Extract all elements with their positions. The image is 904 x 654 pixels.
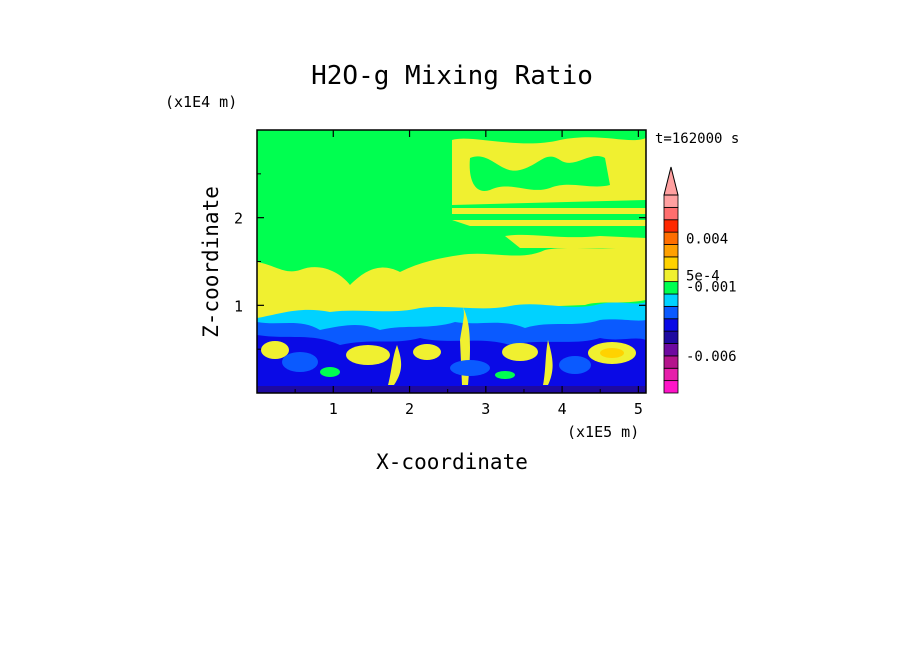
colorbar-swatch: [663, 380, 679, 394]
y-tick-label: 2: [234, 210, 243, 228]
colorbar-label: 0.004: [686, 231, 728, 247]
y-unit-label: (x1E4 m): [165, 93, 237, 111]
y-tick-label: 1: [234, 297, 243, 315]
colorbar-swatch: [663, 318, 679, 332]
x-tick-label: 1: [329, 400, 338, 418]
yellow-band: [257, 245, 646, 318]
colorbar-swatch: [663, 330, 679, 344]
x-tick-label: 5: [634, 400, 643, 418]
colorbar-swatch: [663, 293, 679, 307]
colorbar-swatch: [663, 206, 679, 221]
colorbar-swatch: [663, 244, 679, 258]
colorbar-label: 5e-4: [686, 268, 720, 284]
colorbar-swatch: [663, 343, 679, 357]
colorbar: [663, 166, 679, 394]
convective-blobs: [257, 305, 646, 393]
colorbar-swatch: [663, 268, 679, 283]
y-axis-title: Z-coordinate: [199, 186, 223, 338]
colorbar-swatch: [663, 281, 679, 295]
upper-yellow-streaks: [452, 137, 646, 248]
colorbar-swatch: [663, 305, 679, 320]
x-tick-label: 3: [481, 400, 490, 418]
colorbar-swatch: [663, 231, 679, 245]
x-tick-label: 2: [405, 400, 414, 418]
x-axis-ticks: 1 2 3 4 5: [294, 130, 643, 418]
colorbar-swatch: [663, 194, 679, 208]
colorbar-swatch: [663, 219, 679, 233]
y-axis-ticks: 12: [234, 173, 646, 350]
colorbar-labels: 0.004 5e-4-0.001 -0.006: [686, 231, 737, 365]
x-axis-title: X-coordinate: [376, 450, 528, 474]
x-tick-label: 4: [558, 400, 567, 418]
time-label: t=162000 s: [655, 131, 739, 147]
colorbar-swatch: [663, 355, 679, 369]
colorbar-swatch: [663, 256, 679, 270]
colorbar-swatch: [663, 367, 679, 382]
contour-field: [257, 130, 646, 393]
colorbar-extend-arrow: [663, 166, 679, 196]
chart-title: H2O-g Mixing Ratio: [311, 61, 593, 91]
colorbar-label: -0.001: [686, 280, 737, 296]
x-unit-label: (x1E5 m): [567, 423, 639, 441]
colorbar-label: -0.006: [686, 349, 737, 365]
